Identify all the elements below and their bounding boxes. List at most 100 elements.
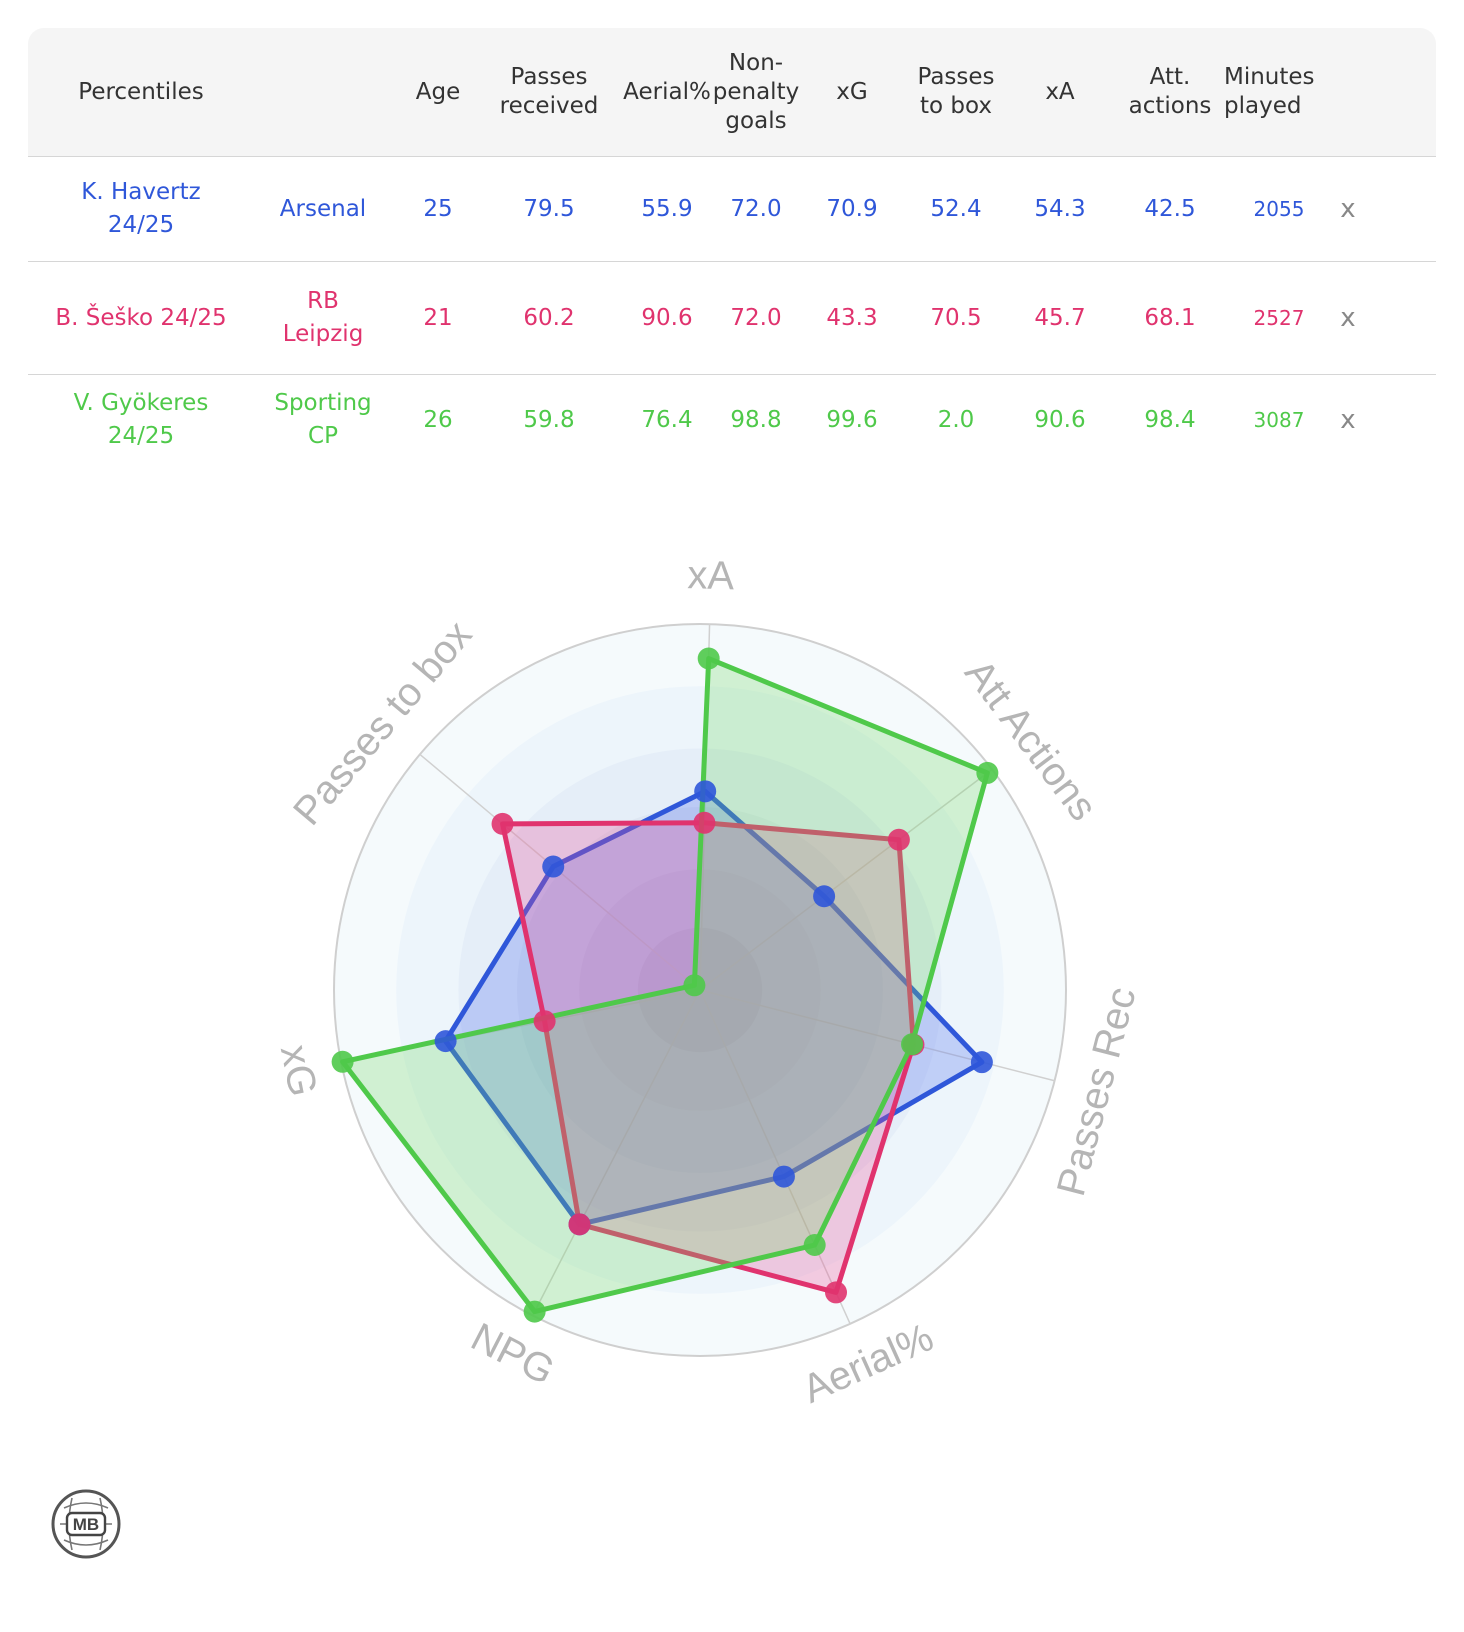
radar-chart-container: xA Att Actions Passes Rec Aerial% NPG xG Passe… — [0, 553, 1464, 1460]
cell-age: 25 — [398, 157, 478, 261]
header-cell: Passes received — [490, 28, 608, 156]
data-point — [331, 1050, 354, 1073]
header-label: Non-penalty goals — [712, 49, 800, 134]
header-cell: xG — [802, 28, 902, 156]
cell-age: 26 — [398, 375, 478, 465]
cell-xa: 45.7 — [1010, 262, 1110, 374]
table-row: V. Gyökeres 24/25 Sporting CP 26 59.8 76.4 98.8… — [28, 375, 1436, 465]
xa-value: 90.6 — [1034, 406, 1086, 433]
data-point — [694, 780, 717, 803]
data-point — [813, 885, 836, 908]
team-value: Sporting CP — [274, 390, 372, 449]
table-row: K. Havertz 24/25 Arsenal 25 79.5 55.9 72.0 70.9… — [28, 157, 1436, 262]
npg-value: 72.0 — [730, 195, 782, 222]
passes-received-value: 60.2 — [523, 304, 575, 331]
data-point — [683, 974, 706, 997]
passes-to-box-value: 52.4 — [930, 195, 982, 222]
cell-player[interactable]: K. Havertz 24/25 — [28, 157, 254, 261]
series-area — [500, 820, 916, 1295]
table-row: B. Šeško 24/25 RB Leipzig 21 60.2 90.6 72.0 43.… — [28, 262, 1436, 375]
xg-value: 70.9 — [826, 195, 878, 222]
age-value: 25 — [423, 195, 453, 222]
player-value: B. Šeško 24/25 — [55, 304, 227, 331]
radar-outer-ring — [333, 623, 1067, 1357]
remove-row-button[interactable]: x — [1340, 303, 1356, 333]
cell-player[interactable]: B. Šeško 24/25 — [28, 262, 254, 374]
minutes-value: 2055 — [1253, 196, 1305, 221]
data-point — [825, 1281, 848, 1304]
player-value: K. Havertz 24/25 — [81, 179, 201, 238]
aerial-value: 55.9 — [641, 195, 693, 222]
cell-xg: 70.9 — [802, 157, 902, 261]
passes-to-box-value: 70.5 — [930, 304, 982, 331]
mb-logo-icon: MB — [50, 1488, 122, 1560]
header-label: Att. actions — [1128, 64, 1212, 119]
cell-npg: 98.8 — [704, 375, 808, 465]
cell-aerial: 55.9 — [608, 157, 726, 261]
header-cell — [254, 28, 392, 156]
data-point — [976, 761, 999, 784]
table-body: K. Havertz 24/25 Arsenal 25 79.5 55.9 72.0 70.9… — [28, 157, 1436, 465]
cell-xa: 90.6 — [1010, 375, 1110, 465]
cell-minutes: 3087 — [1224, 375, 1334, 465]
data-point — [542, 855, 565, 878]
axis-label: xA — [687, 560, 735, 598]
cell-passes-received: 79.5 — [490, 157, 608, 261]
header-cell: Att. actions — [1110, 28, 1230, 156]
att-actions-value: 68.1 — [1144, 304, 1196, 331]
cell-player[interactable]: V. Gyökeres 24/25 — [28, 375, 254, 465]
passes-to-box-value: 2.0 — [937, 406, 975, 433]
data-point — [523, 1300, 546, 1323]
passes-received-value: 79.5 — [523, 195, 575, 222]
cell-passes-to-box: 52.4 — [902, 157, 1010, 261]
att-actions-value: 42.5 — [1144, 195, 1196, 222]
remove-row-button[interactable]: x — [1340, 194, 1356, 224]
header-cell: Non-penalty goals — [704, 28, 808, 156]
cell-team[interactable]: RB Leipzig — [254, 262, 392, 374]
cell-passes-received: 60.2 — [490, 262, 608, 374]
cell-minutes: 2055 — [1224, 157, 1334, 261]
radar-spoke — [531, 989, 701, 1316]
cell-npg: 72.0 — [704, 157, 808, 261]
cell-att-actions: 42.5 — [1110, 157, 1230, 261]
cell-att-actions: 98.4 — [1110, 375, 1230, 465]
att-actions-value: 98.4 — [1144, 406, 1196, 433]
data-point — [568, 1213, 591, 1236]
xg-value: 43.3 — [826, 304, 878, 331]
header-label: Minutes played — [1224, 64, 1315, 119]
header-label: Age — [415, 78, 461, 105]
xa-value: 54.3 — [1034, 195, 1086, 222]
aerial-value: 76.4 — [641, 406, 693, 433]
header-label: xA — [1045, 78, 1075, 105]
data-point — [901, 1033, 924, 1056]
data-point — [533, 1010, 556, 1033]
header-label: Aerial% — [623, 78, 711, 105]
header-cell: Minutes played — [1224, 28, 1334, 156]
header-cell: xA — [1010, 28, 1110, 156]
radar-spoke — [699, 989, 851, 1325]
cell-team[interactable]: Sporting CP — [254, 375, 392, 465]
cell-passes-to-box: 2.0 — [902, 375, 1010, 465]
remove-row-button[interactable]: x — [1340, 405, 1356, 435]
cell-team[interactable]: Arsenal — [254, 157, 392, 261]
cell-age: 21 — [398, 262, 478, 374]
cell-npg: 72.0 — [704, 262, 808, 374]
data-point — [491, 812, 514, 835]
cell-att-actions: 68.1 — [1110, 262, 1230, 374]
cell-passes-to-box: 70.5 — [902, 262, 1010, 374]
age-value: 26 — [423, 406, 453, 433]
data-point — [693, 811, 716, 834]
player-value: V. Gyökeres 24/25 — [73, 390, 209, 449]
comparison-table: Percentiles Age Passes received Aerial% Non-p… — [28, 28, 1436, 465]
cell-xg: 43.3 — [802, 262, 902, 374]
header-cell: Passes to box — [902, 28, 1010, 156]
data-point — [697, 647, 720, 670]
npg-value: 72.0 — [730, 304, 782, 331]
data-point — [970, 1051, 993, 1074]
cell-aerial: 90.6 — [608, 262, 726, 374]
header-label: Passes received — [499, 64, 599, 119]
cell-xg: 99.6 — [802, 375, 902, 465]
minutes-value: 3087 — [1253, 407, 1305, 432]
data-point — [803, 1234, 826, 1257]
